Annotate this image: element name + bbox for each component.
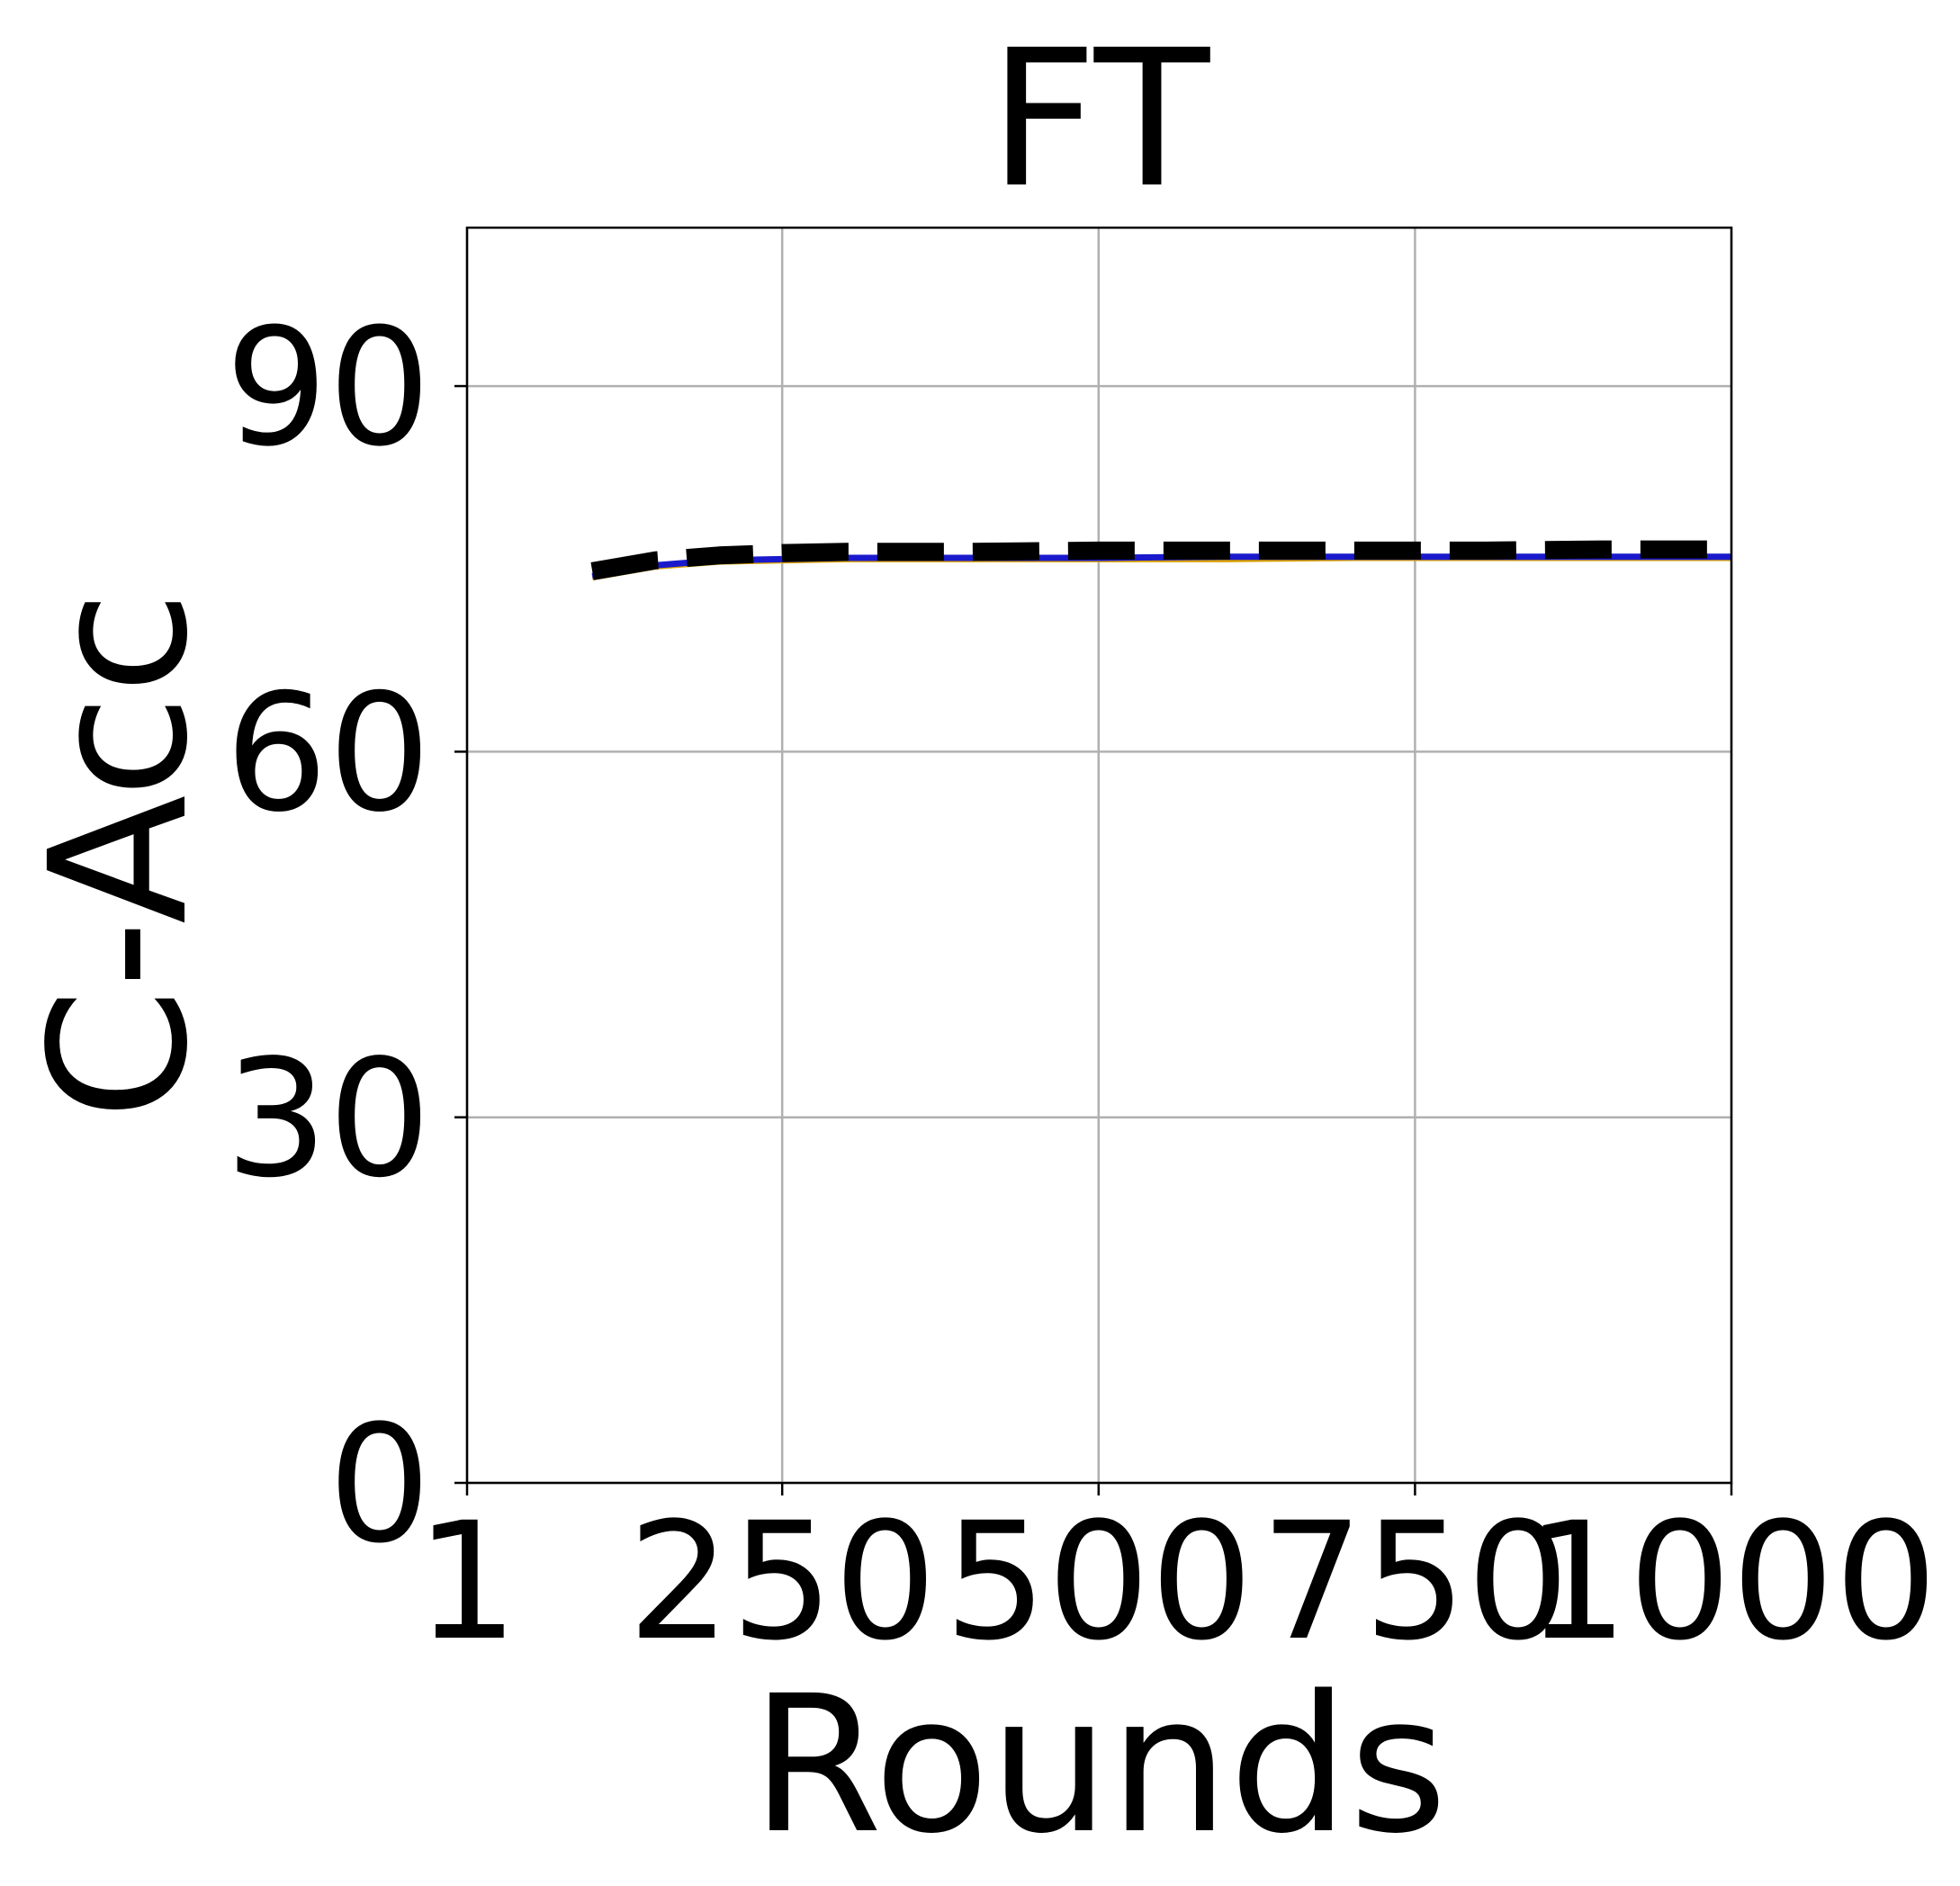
x-tick-label: 500 [944,1488,1254,1676]
x-tick-label: 1 [416,1488,519,1676]
x-tick-label: 1000 [1525,1488,1938,1676]
y-tick-label: 60 [225,660,431,848]
series-line-3 [590,540,1731,580]
series-group [590,540,1731,581]
chart-title: FT [989,9,1210,229]
y-tick-label: 0 [328,1391,431,1579]
y-tick-label: 90 [225,294,431,482]
x-tick-label: 250 [627,1488,937,1676]
y-axis-label: C-Acc [9,590,229,1120]
y-tick-label: 30 [225,1026,431,1214]
series-line-2 [591,553,1731,579]
x-axis-label: Rounds [751,1655,1448,1875]
x-tick-label: 750 [1261,1488,1570,1676]
grid-lines [465,228,1733,1485]
